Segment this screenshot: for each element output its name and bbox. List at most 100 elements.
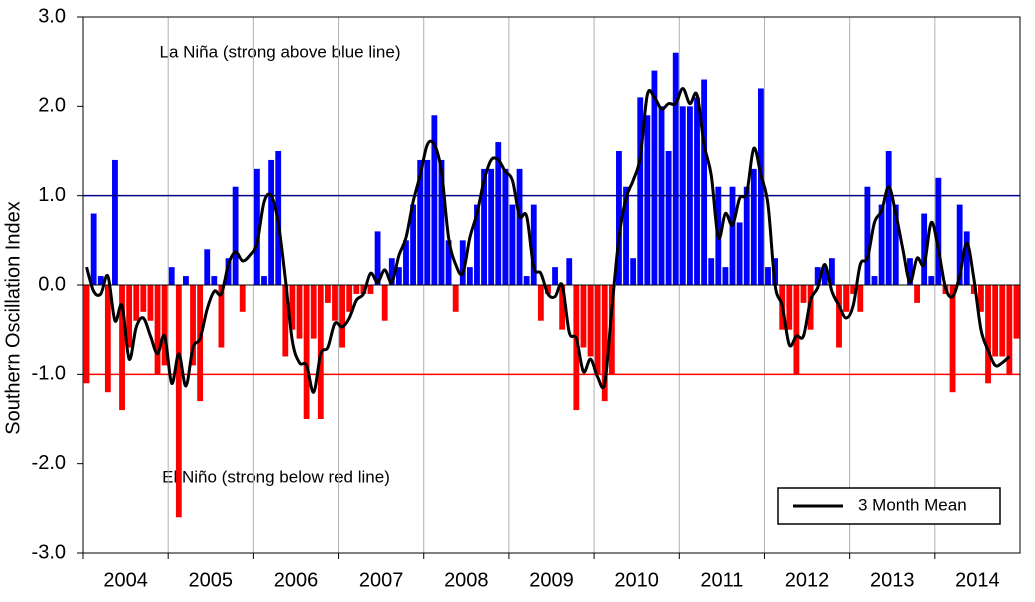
bar [843, 285, 849, 312]
bar [112, 159, 118, 285]
x-tick-label: 2012 [785, 569, 830, 591]
bar [239, 285, 246, 312]
bar [197, 285, 204, 402]
bar [786, 285, 793, 330]
bar [339, 285, 346, 348]
bar [864, 186, 871, 285]
bar [736, 222, 743, 285]
mean-line [85, 86, 1011, 394]
bar [672, 52, 679, 285]
bar [963, 231, 970, 285]
bar [466, 267, 473, 285]
bar [332, 285, 338, 321]
bar [403, 240, 409, 285]
annotation: La Niña (strong above blue line) [160, 42, 401, 61]
y-tick-label: 1.0 [38, 184, 66, 206]
bar [97, 276, 104, 285]
bar [814, 267, 821, 285]
bar [452, 285, 459, 312]
bar [935, 177, 942, 285]
bar [445, 240, 452, 285]
bar [708, 258, 715, 285]
legend-label: 3 Month Mean [858, 495, 967, 514]
bar [410, 204, 416, 285]
bar [566, 258, 573, 285]
bar [608, 285, 615, 375]
bar [488, 168, 495, 285]
bar [175, 285, 182, 518]
bar [346, 285, 353, 312]
bar [502, 168, 509, 285]
bar [757, 88, 764, 285]
bar [651, 70, 658, 285]
bar [438, 159, 445, 285]
bar [800, 285, 807, 303]
bar [580, 285, 587, 348]
bar [978, 285, 984, 312]
bar [750, 168, 757, 285]
bar [545, 285, 551, 294]
x-tick-label: 2014 [955, 569, 1000, 591]
bar [395, 267, 402, 285]
bar [268, 159, 275, 285]
bar [914, 285, 920, 303]
bar [190, 285, 196, 366]
bar [282, 285, 289, 357]
bar [729, 186, 736, 285]
bar [530, 204, 537, 285]
bar [261, 276, 267, 285]
bar [83, 285, 90, 384]
bar [516, 168, 523, 285]
bar [956, 204, 963, 285]
bar [559, 285, 566, 330]
bar [836, 285, 842, 348]
bar [381, 285, 388, 321]
bar [828, 258, 835, 285]
bar [133, 285, 140, 321]
bar [474, 204, 480, 285]
x-tick-label: 2008 [444, 569, 489, 591]
bar [459, 240, 466, 285]
bar [310, 285, 317, 339]
bar [211, 276, 218, 285]
bar [644, 115, 651, 286]
bar [630, 258, 637, 285]
x-tick-label: 2006 [274, 569, 319, 591]
bar [289, 285, 296, 330]
bar [793, 285, 800, 375]
bar [154, 285, 161, 375]
x-tick-label: 2004 [103, 569, 148, 591]
bar [523, 276, 530, 285]
bar [424, 159, 431, 285]
bar [885, 151, 892, 285]
y-tick-label: -3.0 [32, 541, 66, 563]
bar [587, 285, 594, 357]
bar [1013, 285, 1020, 339]
y-tick-label: -2.0 [32, 452, 66, 474]
bar [907, 258, 913, 285]
bar [807, 285, 814, 330]
bar [857, 285, 864, 312]
bar [1006, 285, 1013, 375]
bar [665, 151, 672, 285]
bar [147, 285, 154, 321]
x-tick-label: 2013 [870, 569, 915, 591]
x-tick-label: 2011 [700, 569, 743, 591]
bar [537, 285, 544, 321]
x-tick-label: 2007 [359, 569, 404, 591]
bar [601, 285, 608, 402]
bar [90, 213, 97, 285]
y-tick-label: 3.0 [38, 5, 66, 27]
bar [140, 285, 147, 312]
bar [743, 186, 750, 285]
bar [821, 267, 828, 285]
bar [104, 285, 111, 393]
plot-frame [82, 16, 1021, 554]
bar [360, 285, 367, 294]
bar [367, 285, 374, 294]
bar [594, 285, 601, 375]
bar [481, 168, 487, 285]
y-tick-label: 2.0 [38, 95, 66, 117]
bar [765, 267, 771, 285]
